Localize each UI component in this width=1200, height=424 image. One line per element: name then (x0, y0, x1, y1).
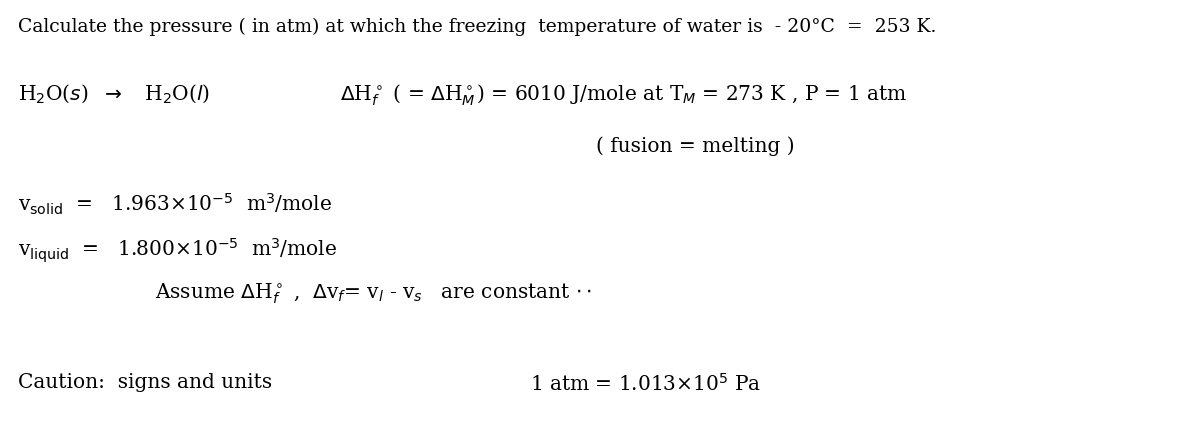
Text: v$_{\rm liquid}$  =   1.800×10$^{-5}$  m$^3$/mole: v$_{\rm liquid}$ = 1.800×10$^{-5}$ m$^3$… (18, 237, 337, 265)
Text: v$_{\rm solid}$  =   1.963×10$^{-5}$  m$^3$/mole: v$_{\rm solid}$ = 1.963×10$^{-5}$ m$^3$/… (18, 192, 332, 217)
Text: Caution:  signs and units: Caution: signs and units (18, 373, 272, 392)
Text: $\Delta$H$^\circ_f$ ( = $\Delta$H$^\circ_M$) = 6010 J/mole at T$_M$ = 273 K , P : $\Delta$H$^\circ_f$ ( = $\Delta$H$^\circ… (340, 82, 907, 108)
Text: Assume $\Delta$H$^\circ_f$ ,  $\Delta$v$_f$= v$_l$ - v$_s$   are constant $\cdot: Assume $\Delta$H$^\circ_f$ , $\Delta$v$_… (155, 281, 592, 306)
Text: H$_2$O($\it{s}$)  $\rightarrow$   H$_2$O($\it{l}$): H$_2$O($\it{s}$) $\rightarrow$ H$_2$O($\… (18, 82, 210, 105)
Text: 1 atm = 1.013×10$^5$ Pa: 1 atm = 1.013×10$^5$ Pa (530, 373, 761, 395)
Text: ( fusion = melting ): ( fusion = melting ) (596, 136, 794, 156)
Text: Calculate the pressure ( in atm) at which the freezing  temperature of water is : Calculate the pressure ( in atm) at whic… (18, 18, 936, 36)
